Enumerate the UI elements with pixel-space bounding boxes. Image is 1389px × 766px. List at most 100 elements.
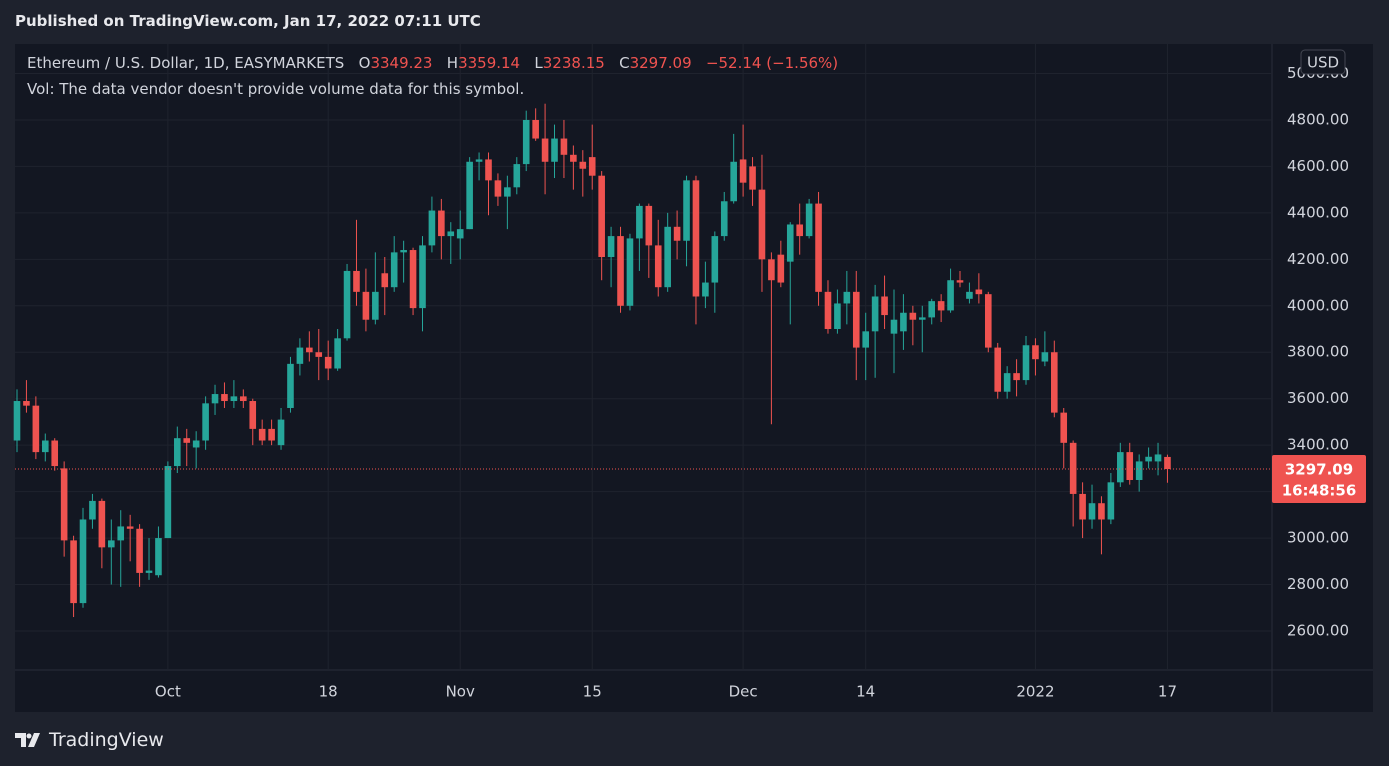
candle-body [786, 224, 794, 262]
y-tick-label: 3000.00 [1287, 529, 1349, 547]
y-tick-label: 4200.00 [1287, 250, 1349, 268]
candle-body [230, 396, 238, 402]
candle-body [221, 394, 228, 402]
candle-body [117, 526, 125, 541]
candle-body [1117, 452, 1124, 483]
candle-body [174, 438, 181, 467]
candle-body [240, 396, 247, 402]
candle-body [626, 238, 634, 306]
candle-body [126, 526, 134, 529]
candle-body [749, 166, 756, 190]
candle-body [1126, 452, 1134, 480]
candle-body [409, 250, 417, 309]
candle-body [1041, 352, 1049, 362]
candle-body [636, 205, 643, 239]
candle-body [362, 291, 370, 320]
candle-body [815, 203, 822, 292]
change: −52.14 (−1.56%) [705, 54, 839, 72]
candle-body [513, 164, 521, 188]
candle-body [334, 338, 341, 369]
candle-body [287, 363, 294, 408]
price-tag-value: 3297.09 [1285, 461, 1353, 479]
candle-body [1069, 442, 1077, 494]
candle-body [541, 138, 549, 162]
candle-body [683, 180, 690, 241]
candle-body [890, 319, 898, 334]
candle-body [834, 303, 841, 330]
candle-body [372, 291, 379, 320]
candle-body [456, 229, 464, 239]
candle-body [664, 226, 671, 288]
brand: TradingView [15, 729, 164, 751]
candle-body [504, 187, 511, 197]
candle-body [494, 180, 502, 197]
candle-body [994, 347, 1002, 392]
x-tick-label: 15 [583, 683, 602, 701]
y-tick-label: 4400.00 [1287, 203, 1349, 221]
candle-body [1107, 482, 1115, 520]
y-tick-label: 4600.00 [1287, 157, 1349, 175]
candle-body [805, 203, 813, 237]
candle-body [249, 401, 257, 429]
candle-body [928, 301, 936, 318]
candle-body [447, 231, 455, 237]
candle-body [937, 301, 945, 311]
candle-body [654, 245, 662, 288]
candle-body [164, 466, 172, 539]
candle-body [852, 291, 860, 348]
candle-body [843, 291, 851, 304]
candle-body [1032, 345, 1039, 360]
candle-body [1145, 456, 1152, 462]
ohlc-value: 3349.23 [370, 54, 433, 72]
candle-body [796, 224, 803, 237]
ohlc-label: H [446, 54, 459, 72]
candle-body [956, 280, 964, 283]
candle-body [918, 317, 926, 320]
ohlc-label: O [358, 54, 371, 72]
ohlc-value: 3238.15 [542, 54, 605, 72]
candle-body [296, 347, 304, 364]
candle-body [1013, 373, 1020, 381]
y-tick-label: 3800.00 [1287, 343, 1349, 361]
y-tick-label: 3600.00 [1287, 389, 1349, 407]
candle-body [183, 438, 191, 443]
candle-body [438, 210, 445, 237]
candle-body [353, 270, 360, 292]
x-tick-label: Nov [446, 683, 475, 701]
candle-body [400, 250, 407, 253]
price-tag [1272, 455, 1366, 504]
candle-body [51, 440, 59, 467]
candle-body [1098, 503, 1105, 520]
y-tick-label: 4000.00 [1287, 296, 1349, 314]
candle-body [598, 175, 605, 258]
x-tick-label: 18 [319, 683, 338, 701]
brand-logo [15, 733, 40, 747]
candle-body [315, 352, 323, 357]
currency-label: USD [1307, 54, 1339, 72]
candle-body [1154, 454, 1162, 462]
candle-body [202, 403, 209, 441]
candle-body [89, 500, 96, 520]
candle-body [1164, 456, 1171, 470]
candle-body [673, 226, 681, 241]
candle-body [60, 468, 68, 541]
ohlc-label: L [534, 54, 543, 72]
candle-body [947, 280, 954, 311]
x-tick-label: Dec [729, 683, 758, 701]
candle-body [306, 347, 313, 353]
candle-body [862, 331, 869, 348]
x-tick-label: 17 [1158, 683, 1177, 701]
candle-body [32, 405, 40, 453]
published-note: Published on TradingView.com, Jan 17, 20… [15, 12, 481, 30]
x-tick-label: Oct [155, 683, 181, 701]
candle-body [23, 401, 30, 406]
candle-body [966, 291, 973, 299]
candle-body [1060, 412, 1068, 443]
symbol-title: Ethereum / U.S. Dollar, 1D, EASYMARKETS [27, 54, 345, 72]
currency-button [1300, 49, 1346, 75]
candle-body [1022, 345, 1030, 381]
y-tick-label: 3400.00 [1287, 436, 1349, 454]
candle-body [739, 159, 747, 183]
candle-body [390, 252, 398, 288]
candle-body [343, 270, 351, 339]
